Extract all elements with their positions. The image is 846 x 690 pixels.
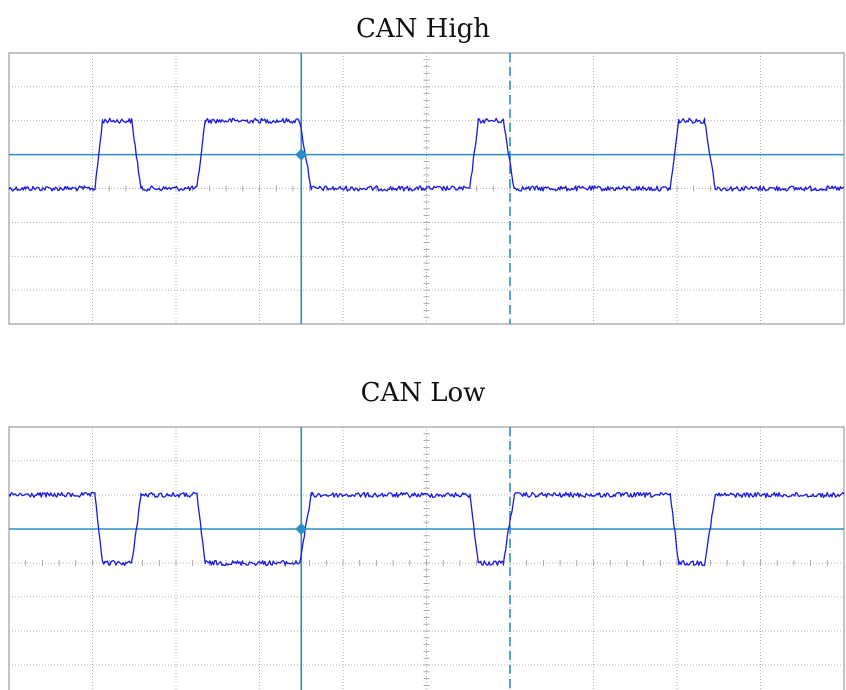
trigger-marker bbox=[295, 148, 308, 161]
trigger-marker bbox=[295, 523, 308, 535]
signal-trace bbox=[8, 117, 845, 192]
can-low-title: CAN Low bbox=[360, 378, 486, 408]
signal-trace bbox=[8, 491, 845, 567]
can-high-plot bbox=[8, 52, 845, 325]
can-low-plot bbox=[8, 426, 845, 690]
can-high-title: CAN High bbox=[355, 14, 491, 44]
